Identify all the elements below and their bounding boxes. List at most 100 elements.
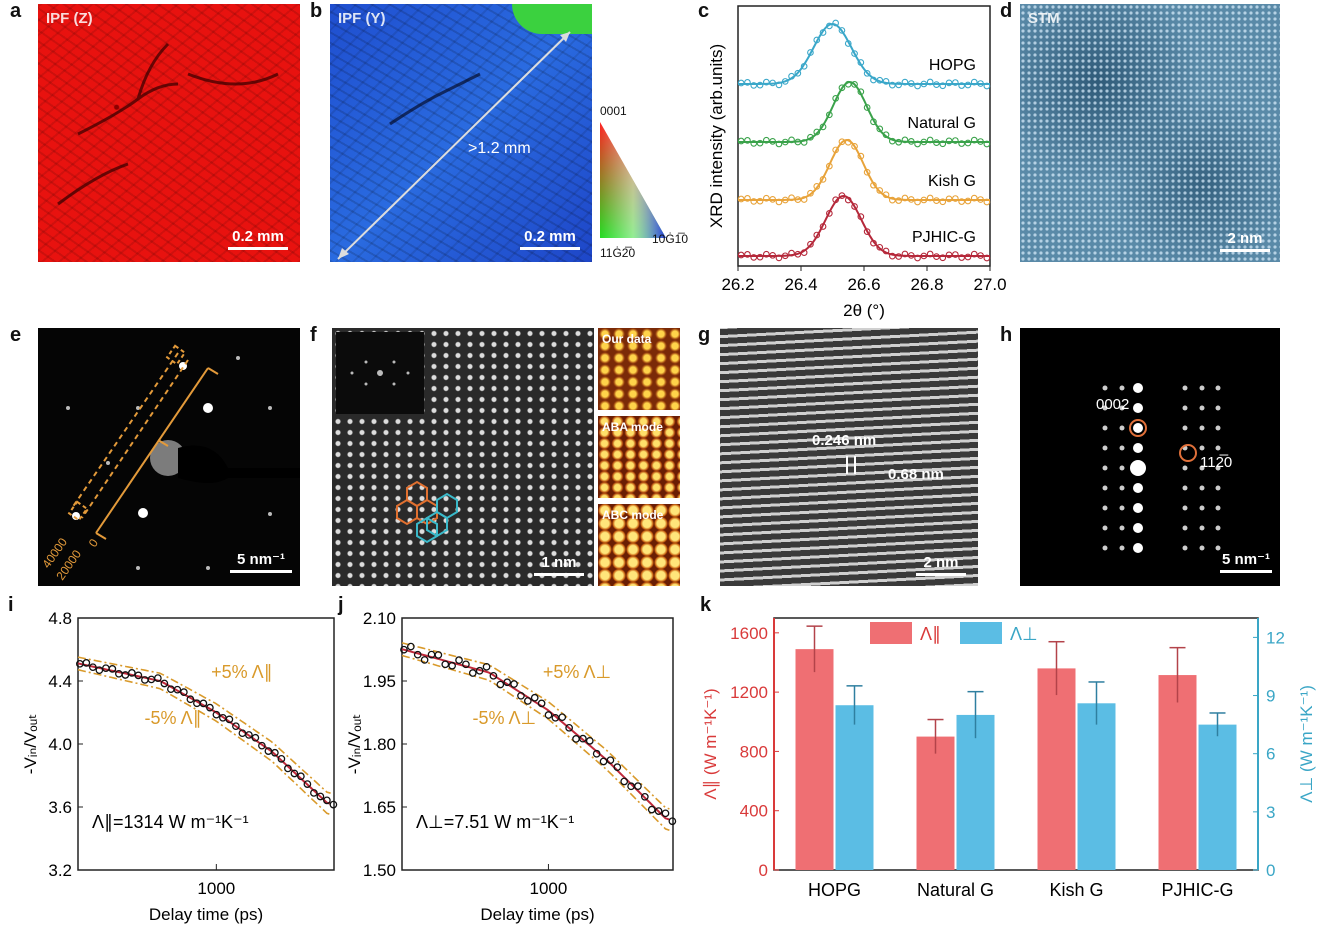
diffraction-spot: [1199, 545, 1205, 551]
span-label: >1.2 mm: [468, 140, 531, 157]
xrd-point: [851, 203, 858, 210]
diffraction-spot: [1182, 545, 1188, 551]
xrd-point: [895, 253, 902, 260]
tdtr-data-point: [284, 764, 292, 773]
xrd-point: [800, 139, 808, 146]
ipf-z-cracks: [57, 42, 279, 206]
xrd-point: [901, 250, 909, 258]
left-ytick-label: 800: [740, 742, 768, 761]
xrd-point: [775, 198, 783, 206]
xrd-point: [863, 168, 871, 176]
xrd-point: [920, 252, 928, 260]
xrd-point: [870, 76, 877, 84]
tdtr-data-point: [406, 642, 415, 651]
tdtr-data-point: [468, 669, 477, 677]
diffraction-spot: [1215, 405, 1221, 411]
tdtr-xtick-label: 1000: [197, 879, 235, 898]
left-ytick-label: 400: [740, 802, 768, 821]
diffraction-spot: [1102, 425, 1108, 431]
diffraction-spot: [1199, 445, 1205, 451]
tdtr-data-point: [297, 772, 305, 781]
haadf-image-f: 1 nm: [332, 328, 594, 586]
xrd-point: [977, 196, 984, 203]
xrd-point: [876, 243, 884, 251]
tdtr-lower-bound: [401, 654, 670, 832]
tdtr-data-point: [251, 733, 260, 742]
saed-spots-h: [1102, 383, 1221, 553]
inset-aba-mode: ABA mode: [598, 416, 680, 498]
tdtr-data-point: [186, 695, 195, 704]
tdtr-data-point: [329, 800, 338, 809]
left-ytick-label: 1200: [730, 683, 768, 702]
xrd-point: [851, 50, 858, 57]
xrd-point: [901, 136, 909, 144]
diffraction-spot: [1119, 545, 1125, 551]
xrd-point: [964, 253, 972, 261]
xrd-point: [737, 79, 745, 87]
scale-bar-d: 2 nm: [1220, 230, 1270, 252]
tdtr-data-point: [316, 792, 325, 801]
xrd-point: [889, 196, 896, 204]
xrd-point: [933, 253, 940, 260]
tdtr-ytick-label: 3.2: [48, 861, 72, 880]
xrd-point: [832, 19, 839, 27]
xrd-point: [952, 137, 959, 144]
xrd-point: [838, 138, 846, 146]
xrd-point: [983, 254, 991, 262]
xrd-point: [977, 252, 984, 259]
xrd-curve-3: [738, 194, 990, 257]
panel-label-j: j: [338, 594, 344, 616]
tdtr-data-point: [510, 680, 518, 688]
ipf-color-triangle: [600, 122, 666, 238]
diffraction-spot: [1133, 483, 1143, 493]
xrd-point: [977, 138, 984, 145]
tdtr-ytick-label: 4.0: [48, 735, 72, 754]
xrd-series-label: Kish G: [928, 173, 976, 190]
inset-our-data: Our data: [598, 328, 680, 410]
tdtr-data-point: [482, 662, 491, 671]
xrd-point: [952, 79, 959, 86]
tdtr-data-point: [462, 660, 470, 669]
xrd-xtick-label: 27.0: [973, 275, 1006, 294]
xrd-point: [762, 194, 770, 202]
xrd-ylabel: XRD intensity (arb.units): [707, 44, 726, 228]
tdtr-data-point: [523, 697, 532, 705]
tdtr-data-point: [180, 688, 188, 696]
tdtr-data-point: [565, 723, 573, 732]
tdtr-data-point: [579, 734, 587, 743]
xrd-point: [819, 176, 827, 183]
diffraction-spot: [1102, 525, 1108, 531]
saed-pattern-e: 40000 20000 0 5 nm⁻¹: [38, 328, 300, 586]
diffraction-spot: [1215, 545, 1221, 551]
diffraction-spot: [1199, 485, 1205, 491]
tdtr-data-point: [121, 671, 130, 679]
xrd-point: [813, 183, 821, 190]
xrd-point: [794, 196, 802, 204]
panel-label-e: e: [10, 324, 22, 346]
hrtem-image-g: 0.246 nm 0.68 nm 2 nm: [720, 328, 978, 586]
saed-pattern-h: 0002 112̅0 5 nm⁻¹: [1020, 328, 1280, 586]
xrd-point: [970, 78, 978, 86]
xrd-xtick-label: 26.6: [847, 275, 880, 294]
inset-our-data-label: Our data: [602, 332, 652, 346]
spot-label-1120: 112̅0: [1200, 454, 1233, 471]
scale-bar-h: 5 nm⁻¹: [1220, 550, 1272, 573]
bar-par-3: [1158, 675, 1197, 870]
xrd-point: [970, 250, 978, 258]
tdtr-chart-j: 1.50 1.65 1.80 1.95 2.10 1000 Delay time (ps) -…: [345, 609, 677, 924]
xrd-point: [813, 36, 821, 44]
tdtr-data-point: [448, 661, 456, 670]
diffraction-spot: [1133, 443, 1143, 453]
xrd-point: [945, 195, 953, 203]
xrd-point: [762, 136, 770, 144]
xrd-point: [895, 81, 902, 89]
xrd-curve-2: [738, 138, 990, 201]
panel-label-a: a: [10, 0, 22, 22]
left-ylabel: Λ∥ (W m⁻¹K⁻¹): [701, 688, 720, 799]
bar-category-label: PJHIC-G: [1162, 880, 1234, 900]
xrd-point: [775, 254, 783, 262]
tdtr-data-point: [323, 796, 331, 805]
xrd-point: [970, 194, 978, 202]
tdtr-annotation: Λ⊥=7.51 W m⁻¹K⁻¹: [416, 812, 574, 832]
diffraction-spot: [1102, 465, 1108, 471]
